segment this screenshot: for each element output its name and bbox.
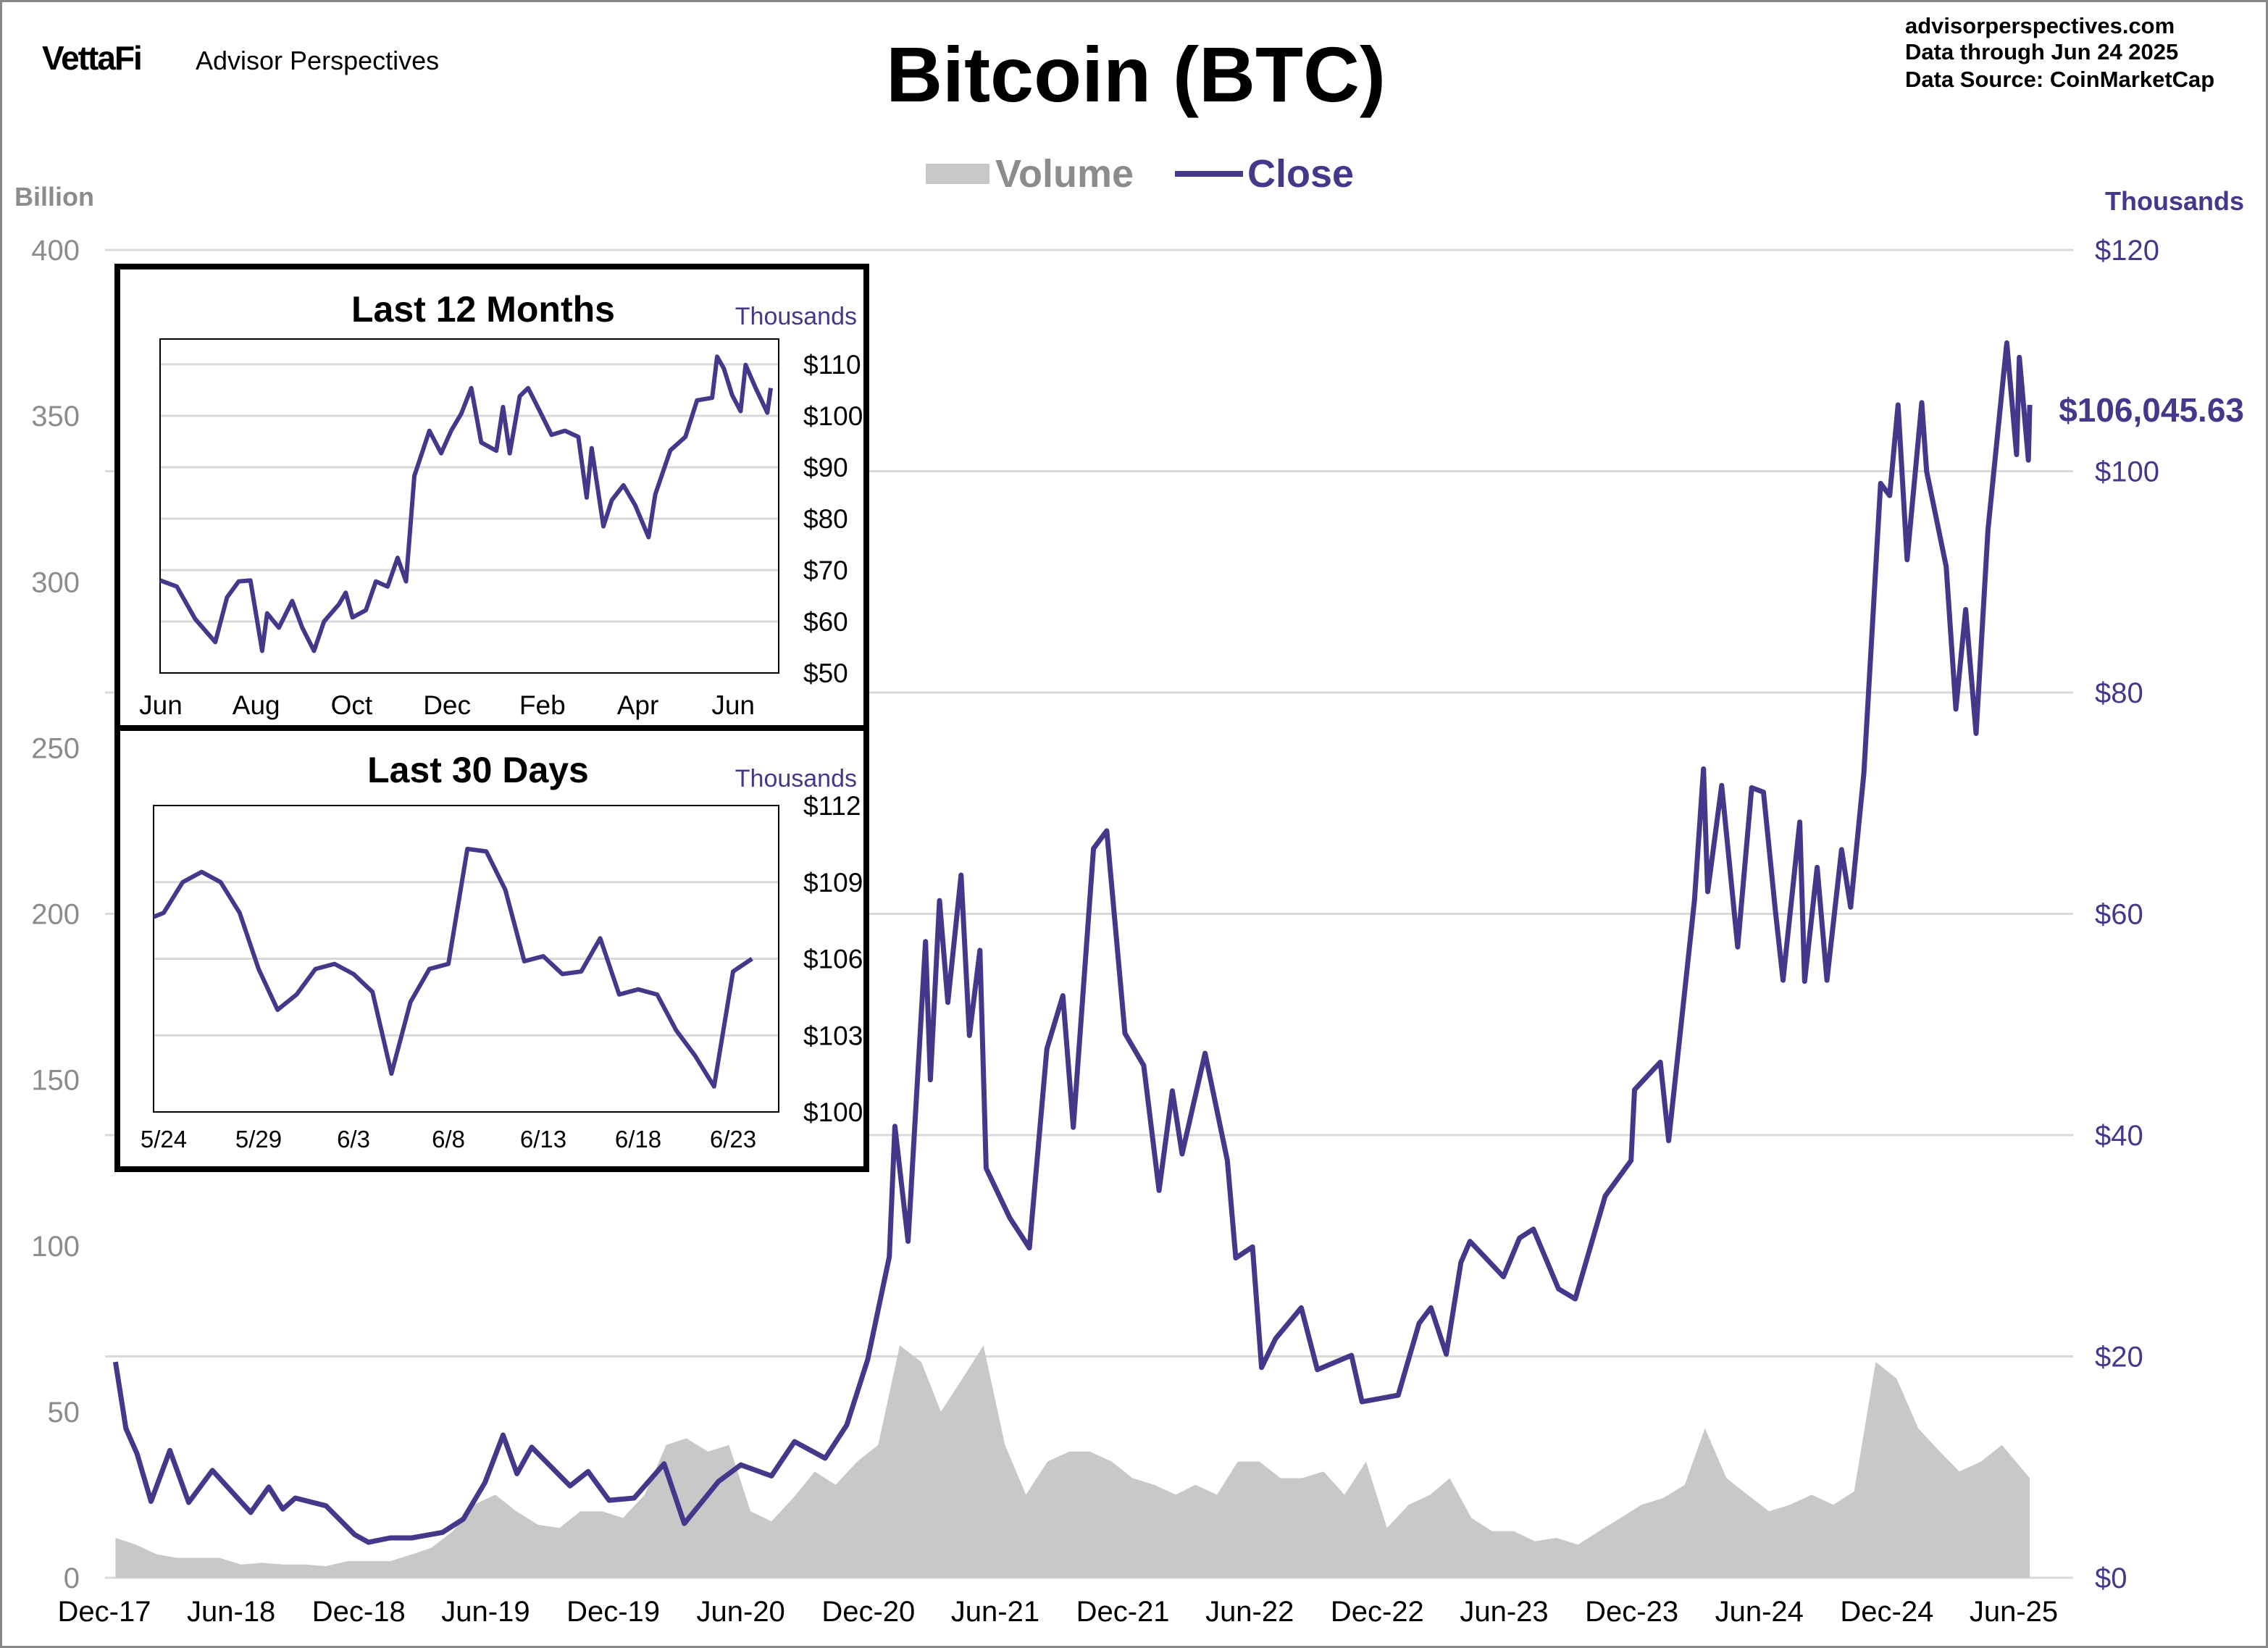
x-tick-label: Dec-24 — [1840, 1596, 1933, 1628]
left-tick-label: 100 — [31, 1231, 80, 1263]
inset-30d-x-tick: 5/24 — [141, 1126, 187, 1153]
x-tick-label: Jun-23 — [1460, 1596, 1548, 1628]
x-tick-label: Jun-20 — [697, 1596, 785, 1628]
right-tick-label: $20 — [2095, 1342, 2143, 1373]
inset-12m-line — [159, 354, 773, 653]
inset-30d-tick: $106 — [803, 945, 863, 974]
x-tick-label: Jun-24 — [1715, 1596, 1804, 1628]
x-tick-label: Dec-21 — [1076, 1596, 1170, 1628]
inset-12m-x-tick: Oct — [331, 690, 373, 720]
close-line — [112, 340, 2033, 1545]
inset-30d-chart: $112 $109 $106 $103 $100 5/24 5/29 6/3 6/8 6/13 6/… — [141, 791, 863, 1153]
inset-12m-tick: $60 — [803, 607, 848, 637]
inset-30d-ylabel: Thousands — [735, 765, 857, 792]
x-tick-label: Jun-22 — [1205, 1596, 1294, 1628]
inset-30d-x-tick: 6/18 — [615, 1126, 661, 1153]
left-axis-label: Billion — [14, 182, 94, 212]
x-tick-label: Dec-18 — [312, 1596, 406, 1628]
left-tick-label: 0 — [64, 1563, 80, 1594]
left-tick-label: 250 — [31, 732, 80, 764]
right-tick-label: $100 — [2095, 456, 2159, 488]
right-tick-label: $120 — [2095, 235, 2159, 267]
left-tick-label: 50 — [48, 1397, 80, 1429]
inset-12m-x-tick: Aug — [233, 690, 280, 720]
left-tick-label: 400 — [31, 235, 80, 267]
inset-12m-tick: $80 — [803, 504, 848, 534]
x-tick-label: Dec-17 — [58, 1596, 151, 1628]
inset-12m-plot-area — [159, 338, 779, 674]
inset-30d-x-tick: 6/23 — [710, 1126, 756, 1153]
inset-12m-x-tick: Apr — [617, 690, 659, 720]
left-tick-label: 350 — [31, 401, 80, 432]
right-tick-label: $0 — [2095, 1563, 2127, 1594]
chart-title: Bitcoin (BTC) — [886, 30, 1386, 118]
left-tick-label: 300 — [31, 566, 80, 598]
inset-12m-title: Last 12 Months — [351, 289, 615, 330]
x-tick-label: Jun-25 — [1970, 1596, 2058, 1628]
data-through: Data through Jun 24 2025 — [1905, 39, 2178, 64]
vettafi-logo: VettaFi — [42, 39, 141, 77]
x-tick-label: Jun-19 — [441, 1596, 530, 1628]
x-tick-label: Jun-21 — [951, 1596, 1039, 1628]
legend-close-label: Close — [1247, 152, 1354, 196]
x-tick-label: Dec-22 — [1331, 1596, 1424, 1628]
last-value-label: $106,045.63 — [2059, 391, 2244, 429]
legend-volume-swatch — [926, 164, 989, 184]
x-tick-label: Dec-20 — [821, 1596, 915, 1628]
inset-12m-ylabel: Thousands — [735, 303, 857, 330]
main-axes: $0 $20 $40 $60 $80 $100 $120 0 50 100 150 200 250 300… — [31, 235, 2159, 1628]
x-tick-label: Jun-18 — [187, 1596, 275, 1628]
inset-30d-tick: $100 — [803, 1097, 863, 1127]
inset-30d-x-tick: 6/3 — [337, 1126, 370, 1153]
inset-30d-x-tick: 6/8 — [432, 1126, 465, 1153]
legend-volume-label: Volume — [995, 152, 1134, 196]
right-tick-label: $40 — [2095, 1120, 2143, 1152]
data-source: Data Source: CoinMarketCap — [1905, 67, 2214, 92]
x-tick-label: Dec-19 — [566, 1596, 660, 1628]
brand-name: Advisor Perspectives — [196, 46, 439, 75]
inset-12m-tick: $110 — [803, 350, 861, 380]
right-tick-label: $60 — [2095, 899, 2143, 931]
volume-area — [115, 1345, 2030, 1578]
inset-30d-tick: $112 — [803, 791, 861, 821]
inset-30d-title: Last 30 Days — [367, 750, 589, 790]
right-axis-label: Thousands — [2105, 186, 2244, 216]
left-tick-label: 150 — [31, 1065, 80, 1097]
inset-30d-tick: $103 — [803, 1021, 863, 1050]
inset-12m-tick: $90 — [803, 453, 848, 482]
right-tick-label: $80 — [2095, 677, 2143, 709]
close-series — [112, 340, 2033, 1545]
inset-30d-x-tick: 6/13 — [520, 1126, 566, 1153]
site-url: advisorperspectives.com — [1905, 13, 2175, 38]
left-tick-label: 200 — [31, 899, 80, 931]
inset-12m-x-tick: Dec — [423, 690, 471, 720]
volume-series — [115, 1345, 2030, 1578]
inset-30d-x-tick: 5/29 — [235, 1126, 282, 1153]
inset-12m-tick: $50 — [803, 658, 848, 688]
x-tick-label: Dec-23 — [1585, 1596, 1678, 1628]
inset-12m-x-tick: Jun — [711, 690, 755, 720]
inset-frame — [114, 264, 869, 1172]
inset-30d-line — [154, 846, 753, 1089]
inset-30d-plot-area — [153, 805, 779, 1113]
inset-12m-tick: $100 — [803, 401, 863, 431]
inset-12m-x-tick: Jun — [139, 690, 183, 720]
inset-30d-tick: $109 — [803, 868, 863, 898]
inset-12m-chart: $110 $100 $90 $80 $70 $60 $50 Jun Aug Oct Dec Feb Ap… — [139, 338, 863, 720]
inset-12m-x-tick: Feb — [519, 690, 566, 720]
inset-12m-tick: $70 — [803, 556, 848, 585]
